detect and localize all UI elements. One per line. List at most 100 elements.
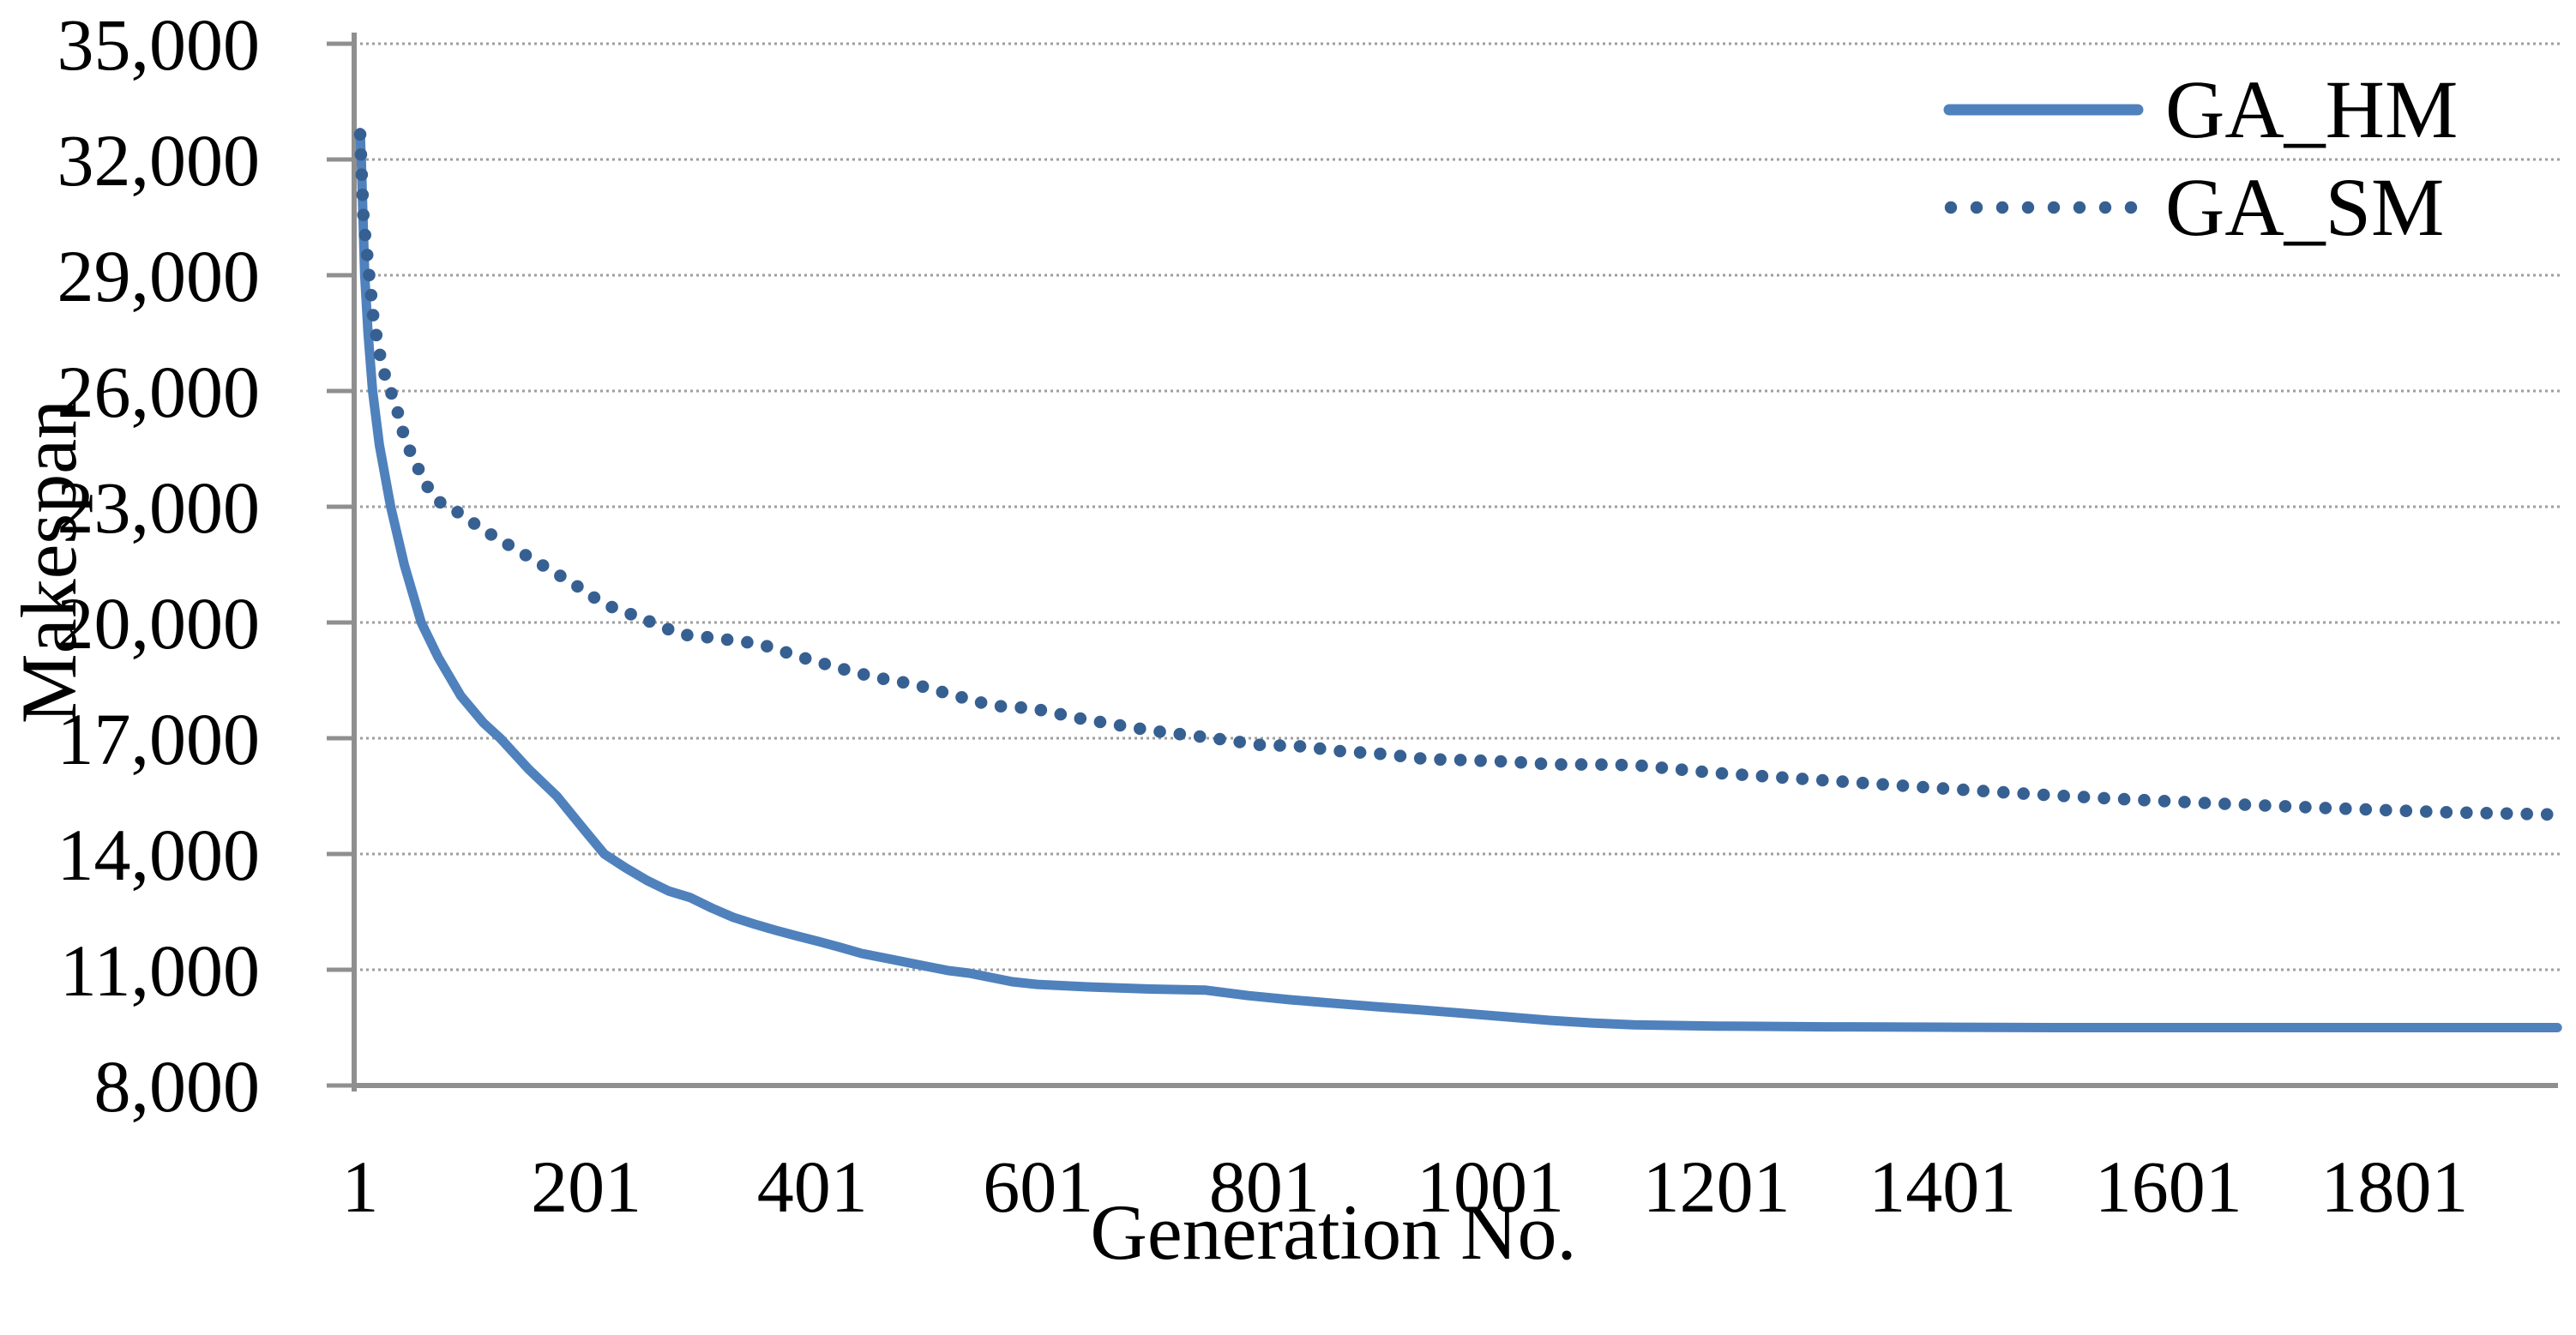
ga-sm-dot bbox=[1574, 758, 1588, 771]
ga-sm-dot bbox=[421, 480, 435, 494]
y-tick-label: 11,000 bbox=[60, 929, 260, 1012]
ga-sm-dot bbox=[467, 517, 481, 530]
legend-dot bbox=[2073, 201, 2086, 214]
ga-sm-dot bbox=[571, 580, 584, 593]
ga-sm-dot bbox=[451, 506, 464, 519]
ga-sm-dot bbox=[2218, 797, 2231, 810]
ga-sm-dot bbox=[1695, 765, 1708, 779]
y-axis-title: Makespan bbox=[5, 399, 93, 725]
ga-sm-dot bbox=[1977, 785, 1990, 797]
ga-sm-dot bbox=[1595, 758, 1608, 771]
ga-sm-dot bbox=[2380, 803, 2392, 817]
ga-sm-dot bbox=[353, 128, 367, 141]
ga-sm-dot bbox=[1555, 758, 1568, 771]
ga-sm-dot bbox=[2440, 806, 2453, 819]
ga-sm-dot bbox=[974, 696, 988, 709]
ga-sm-dot bbox=[1034, 703, 1048, 717]
ga-sm-dot bbox=[1374, 747, 1387, 761]
ga-sm-dot bbox=[1353, 746, 1367, 759]
legend-label-ga-sm: GA_SM bbox=[2165, 161, 2445, 253]
ga-sm-dot bbox=[1957, 783, 1970, 797]
ga-sm-dot bbox=[2278, 800, 2292, 813]
ga-sm-dot bbox=[2077, 791, 2091, 803]
legend-dot bbox=[2098, 201, 2112, 214]
ga-sm-dot bbox=[1836, 775, 1849, 788]
legend-item-ga-sm: GA_SM bbox=[1941, 160, 2444, 255]
ga-sm-dot bbox=[2178, 796, 2191, 809]
ga-sm-dot bbox=[741, 635, 754, 649]
ga-sm-dot bbox=[1293, 740, 1307, 753]
ga-sm-dot bbox=[681, 628, 694, 641]
ga-sm-dot bbox=[896, 676, 910, 689]
ga-sm-dot bbox=[1534, 757, 1548, 770]
ga-sm-dot bbox=[1233, 736, 1246, 749]
ga-sm-dot bbox=[2238, 798, 2252, 811]
y-tick-label: 14,000 bbox=[57, 814, 261, 896]
ga-sm-dot bbox=[1193, 730, 1207, 743]
ga-sm-dot bbox=[391, 406, 405, 419]
ga-sm-dot bbox=[403, 444, 417, 457]
ga-sm-dot bbox=[818, 658, 832, 671]
ga-sm-dot bbox=[1014, 701, 1027, 714]
legend-dot bbox=[1995, 201, 2009, 214]
ga-sm-dot bbox=[396, 425, 410, 439]
ga-sm-dot bbox=[1093, 715, 1107, 729]
ga-sm-dot bbox=[412, 462, 425, 476]
ga-sm-dot bbox=[1213, 732, 1226, 746]
ga-sm-dot bbox=[2359, 803, 2373, 816]
ga-sm-dot bbox=[1074, 712, 1087, 725]
ga-sm-dot bbox=[366, 309, 380, 322]
ga-sm-dot bbox=[364, 288, 378, 302]
ga-sm-dot bbox=[1253, 738, 1267, 751]
ga-sm-dot bbox=[643, 615, 656, 628]
ga-sm-dot bbox=[1393, 749, 1407, 762]
ga-sm-dot bbox=[1856, 776, 1869, 790]
legend-solid-line-icon bbox=[1943, 104, 2144, 116]
ga-sm-dot bbox=[502, 538, 515, 551]
x-tick-label: 601 bbox=[983, 1146, 1093, 1228]
ga-sm-dot bbox=[1434, 753, 1447, 767]
ga-sm-dot bbox=[2520, 808, 2533, 821]
ga-sm-dot bbox=[2158, 795, 2171, 808]
ga-sm-dot bbox=[1413, 752, 1427, 765]
x-tick-label: 1 bbox=[342, 1146, 379, 1228]
x-tick-label: 1001 bbox=[1417, 1146, 1564, 1228]
legend-label-ga-hm: GA_HM bbox=[2165, 63, 2459, 155]
ga-sm-dot bbox=[2057, 790, 2070, 803]
ga-sm-dot bbox=[624, 608, 637, 621]
legend-dot bbox=[1944, 201, 1958, 214]
y-tick-label: 35,000 bbox=[57, 3, 261, 86]
ga-sm-dot bbox=[1896, 779, 1910, 792]
ga-sm-dot bbox=[1474, 754, 1487, 767]
series-ga-hm-line bbox=[355, 128, 2562, 1032]
legend-dot bbox=[1970, 201, 1983, 214]
ga-sm-dot bbox=[1997, 785, 2010, 799]
y-tick-label: 32,000 bbox=[57, 119, 261, 201]
ga-sm-dot bbox=[2098, 791, 2110, 805]
legend-dot bbox=[2021, 201, 2035, 214]
ga-sm-dot bbox=[876, 672, 890, 685]
y-tick-label: 17,000 bbox=[57, 698, 261, 780]
ga-sm-dot bbox=[2037, 788, 2050, 802]
x-tick-label: 1401 bbox=[1869, 1146, 2016, 1228]
ga-sm-dot bbox=[354, 147, 368, 161]
ga-sm-dot bbox=[2319, 802, 2332, 815]
ga-sm-dot bbox=[857, 668, 870, 681]
x-tick-label: 1601 bbox=[2095, 1146, 2242, 1228]
x-tick-label: 401 bbox=[757, 1146, 868, 1228]
ga-sm-dot bbox=[2017, 787, 2030, 800]
x-tick-label: 1801 bbox=[2320, 1146, 2468, 1228]
y-tick-label: 23,000 bbox=[57, 466, 261, 549]
ga-sm-dot bbox=[360, 249, 374, 262]
x-axis-title: Generation No. bbox=[1090, 1188, 1577, 1276]
ga-sm-dot bbox=[1675, 763, 1688, 776]
ga-sm-dot bbox=[536, 559, 550, 572]
ga-sm-dot bbox=[1655, 761, 1669, 774]
ga-sm-dot bbox=[2299, 801, 2312, 814]
ga-sm-dot bbox=[485, 528, 497, 541]
ga-sm-dot bbox=[1054, 707, 1068, 721]
ga-sm-dot bbox=[1816, 773, 1829, 787]
ga-sm-dot bbox=[701, 630, 714, 644]
ga-sm-dot bbox=[1273, 739, 1286, 752]
